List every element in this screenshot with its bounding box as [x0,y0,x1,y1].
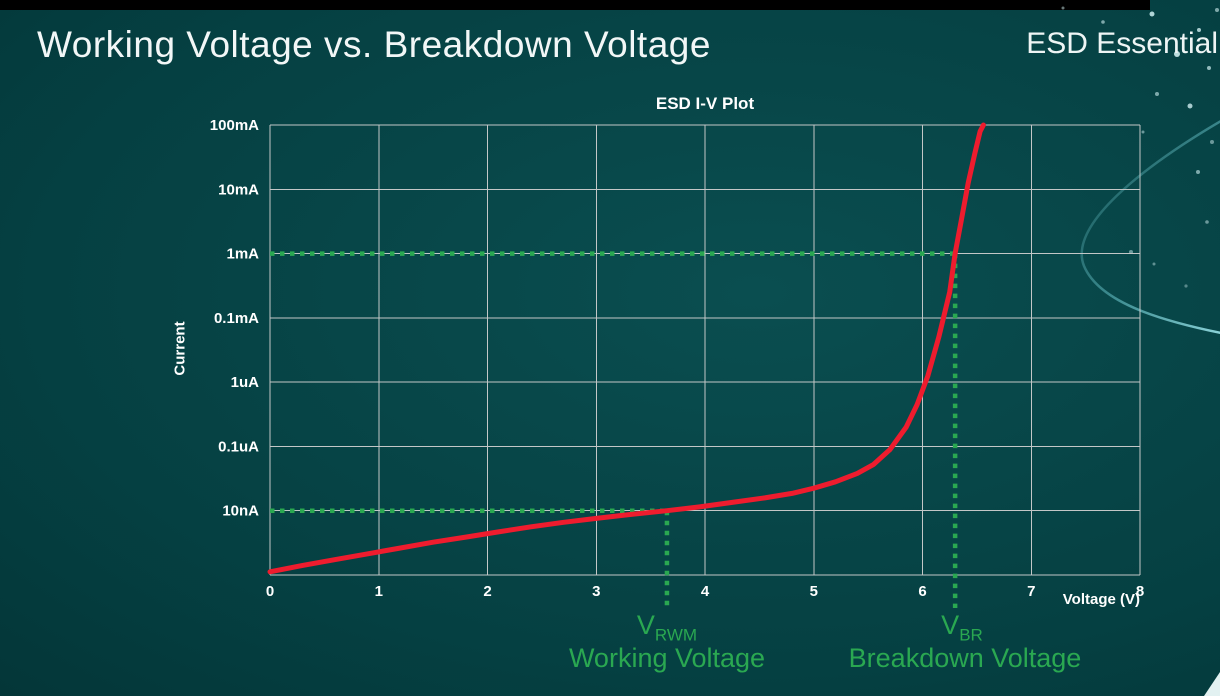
y-tick-label: 1uA [231,374,260,391]
x-tick-label: 4 [701,583,710,600]
breakdown-voltage-caption: Breakdown Voltage [848,643,1082,673]
working-voltage-v: V [636,610,655,640]
slide-title: Working Voltage vs. Breakdown Voltage [37,24,711,65]
x-tick-label: 1 [375,583,383,600]
y-tick-label: 100mA [210,117,259,134]
working-voltage-caption: Working Voltage [568,643,766,673]
corner-accent [1204,672,1220,696]
breakdown-voltage-v: V [941,610,960,640]
x-tick-label: 3 [592,583,600,600]
y-tick-label: 0.1mA [214,310,259,327]
x-tick-label: 2 [483,583,491,600]
top-letterbox-bar [0,0,1150,10]
x-axis-label: Voltage (V) [1062,591,1140,608]
iv-curve [267,122,986,575]
x-tick-label: 5 [810,583,818,600]
y-tick-label: 1mA [226,246,259,263]
x-tick-label: 8 [1136,583,1144,600]
x-tick-label: 6 [918,583,926,600]
brand-text: ESD Essential [1026,27,1218,60]
y-tick-label: 0.1uA [218,438,259,455]
x-tick-label: 0 [266,583,274,600]
breakdown-voltage-subscript: BR [959,625,983,645]
working-voltage-subscript: RWM [654,625,698,645]
working-voltage-symbol: VRWM [567,610,767,645]
x-tick-label: 7 [1027,583,1035,600]
y-axis-label: Current [171,321,189,376]
breakdown-voltage-symbol: VBR [862,610,1062,645]
y-tick-label: 10nA [222,503,259,520]
chart-title: ESD I-V Plot [655,94,755,113]
y-tick-label: 10mA [218,181,259,198]
